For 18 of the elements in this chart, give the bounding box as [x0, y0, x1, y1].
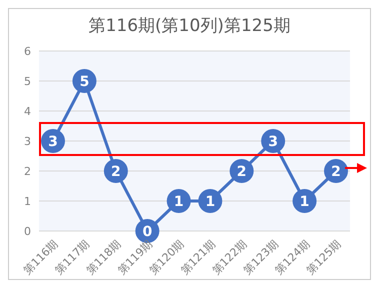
data-label: 2 [236, 164, 247, 180]
data-label: 5 [80, 74, 90, 90]
y-tick-label: 4 [24, 104, 31, 118]
data-label: 1 [174, 194, 184, 210]
data-label: 3 [48, 134, 58, 150]
data-label: 3 [268, 134, 278, 150]
data-label: 1 [300, 194, 310, 210]
data-label: 1 [205, 194, 216, 210]
y-tick-label: 2 [24, 164, 31, 178]
y-tick-label: 1 [24, 194, 31, 208]
data-label: 2 [111, 164, 121, 180]
chart-title: 第116期(第10列)第125期 [88, 15, 292, 38]
y-tick-label: 3 [24, 134, 31, 148]
y-tick-label: 6 [24, 44, 31, 58]
y-tick-label: 5 [24, 74, 31, 88]
y-tick-label: 0 [24, 224, 31, 238]
data-label: 0 [142, 224, 152, 240]
data-label: 2 [331, 164, 341, 180]
